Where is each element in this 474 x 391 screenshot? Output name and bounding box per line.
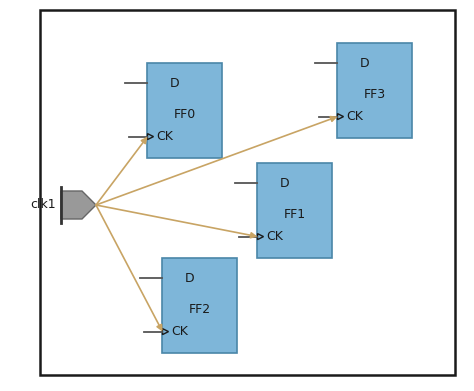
Text: CK: CK bbox=[156, 130, 173, 143]
Text: D: D bbox=[360, 57, 370, 70]
Bar bbox=[163, 258, 237, 353]
Text: FF2: FF2 bbox=[189, 303, 211, 316]
Text: FF3: FF3 bbox=[364, 88, 386, 101]
Text: CK: CK bbox=[172, 325, 188, 338]
Bar bbox=[40, 10, 455, 375]
Text: clk1: clk1 bbox=[30, 199, 56, 212]
Polygon shape bbox=[61, 191, 96, 219]
Text: FF1: FF1 bbox=[284, 208, 306, 221]
Text: CK: CK bbox=[266, 230, 283, 243]
Text: FF0: FF0 bbox=[174, 108, 196, 121]
Text: D: D bbox=[170, 77, 180, 90]
Bar bbox=[257, 163, 332, 258]
Text: CK: CK bbox=[346, 110, 364, 123]
Bar bbox=[337, 43, 412, 138]
Bar bbox=[147, 63, 222, 158]
Text: D: D bbox=[185, 272, 195, 285]
Text: D: D bbox=[280, 177, 290, 190]
